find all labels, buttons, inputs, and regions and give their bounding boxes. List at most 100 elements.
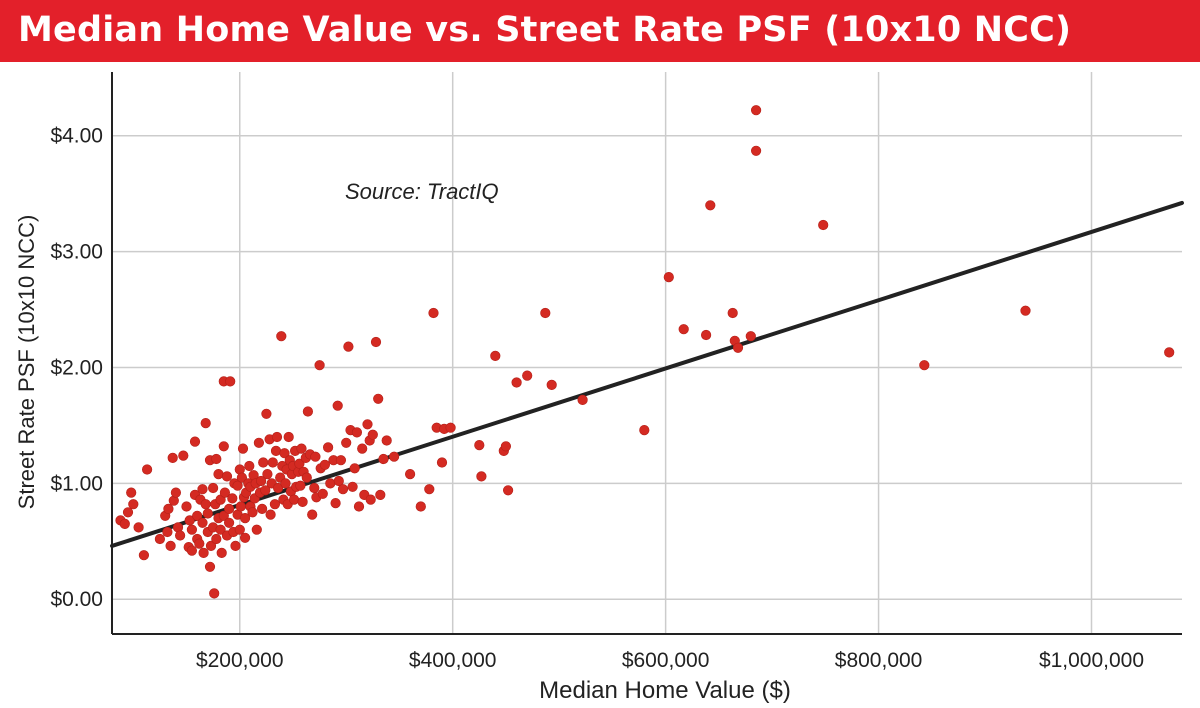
data-point — [474, 440, 485, 451]
data-point — [216, 547, 227, 559]
data-point — [215, 524, 226, 535]
data-point — [221, 471, 233, 482]
data-point — [262, 469, 273, 480]
data-point — [919, 360, 930, 371]
data-point — [128, 499, 139, 510]
data-point — [302, 406, 314, 417]
data-point — [750, 105, 762, 116]
data-point — [732, 342, 744, 353]
data-point — [727, 307, 738, 319]
data-point — [154, 533, 165, 545]
data-point — [351, 427, 363, 438]
data-point — [310, 451, 321, 462]
data-point — [251, 524, 262, 535]
data-point — [204, 561, 216, 572]
data-point — [167, 452, 178, 464]
data-point — [750, 145, 762, 156]
data-point — [663, 272, 674, 283]
data-point — [323, 442, 334, 453]
data-point — [405, 469, 416, 480]
data-point — [705, 200, 716, 211]
data-point — [424, 484, 435, 495]
data-point — [639, 425, 650, 436]
y-tick-label: $0.00 — [50, 588, 103, 611]
data-point — [256, 475, 267, 487]
x-tick-label: $1,000,000 — [1039, 649, 1144, 672]
data-point — [122, 507, 134, 518]
data-point — [208, 482, 219, 494]
data-point — [202, 508, 213, 519]
data-point — [349, 463, 360, 474]
data-point — [373, 393, 384, 404]
data-point — [273, 482, 284, 494]
title-banner: Median Home Value vs. Street Rate PSF (1… — [0, 0, 1200, 62]
data-point — [283, 431, 294, 443]
y-tick-label: $2.00 — [50, 356, 103, 379]
data-point — [142, 464, 153, 475]
data-point — [237, 443, 249, 454]
data-point — [270, 445, 282, 457]
data-point — [295, 480, 306, 491]
data-point — [279, 448, 290, 459]
data-point — [230, 540, 241, 552]
data-point — [540, 307, 551, 319]
data-point — [253, 437, 264, 448]
x-tick-label: $600,000 — [622, 649, 710, 672]
data-point — [378, 453, 389, 465]
data-point — [546, 379, 557, 391]
data-point — [332, 400, 343, 411]
data-point — [276, 331, 287, 342]
data-point — [428, 307, 439, 319]
data-point — [200, 499, 211, 510]
data-point — [234, 524, 245, 535]
data-point — [178, 450, 189, 461]
data-point — [436, 457, 448, 468]
data-point — [165, 540, 176, 552]
data-point — [265, 509, 276, 520]
data-point — [375, 489, 386, 501]
data-point — [280, 478, 291, 489]
data-point — [370, 336, 382, 348]
data-point — [301, 472, 312, 483]
x-tick-label: $200,000 — [196, 649, 284, 672]
data-point — [138, 550, 149, 561]
data-point — [353, 501, 365, 512]
data-point — [1020, 305, 1031, 316]
data-point — [181, 501, 192, 512]
data-point — [240, 532, 251, 543]
data-point — [500, 441, 512, 452]
data-point — [213, 469, 224, 480]
data-point — [333, 475, 344, 487]
data-point — [186, 524, 197, 535]
data-point — [225, 376, 236, 387]
y-tick-label: $1.00 — [50, 472, 103, 495]
data-point — [269, 499, 281, 510]
data-point — [258, 457, 269, 468]
data-point — [445, 422, 456, 433]
data-point — [415, 501, 426, 512]
data-point — [232, 480, 243, 491]
data-point — [271, 431, 283, 443]
data-point — [126, 487, 137, 498]
data-point — [341, 437, 352, 448]
x-axis-title: Median Home Value ($) — [539, 677, 791, 704]
data-point — [330, 498, 341, 509]
data-point — [307, 509, 318, 520]
data-point — [211, 453, 222, 465]
data-point — [219, 487, 230, 498]
data-point — [335, 455, 347, 466]
x-tick-label: $400,000 — [409, 649, 497, 672]
data-point — [205, 540, 217, 552]
data-point — [163, 503, 174, 515]
data-point — [522, 370, 533, 381]
data-point — [297, 496, 308, 508]
data-point — [319, 459, 331, 470]
data-point — [162, 526, 173, 538]
data-point — [119, 518, 130, 530]
data-point — [343, 341, 354, 352]
data-point — [235, 501, 246, 512]
data-point — [389, 451, 400, 462]
data-point — [357, 443, 368, 454]
y-tick-label: $3.00 — [50, 241, 103, 264]
